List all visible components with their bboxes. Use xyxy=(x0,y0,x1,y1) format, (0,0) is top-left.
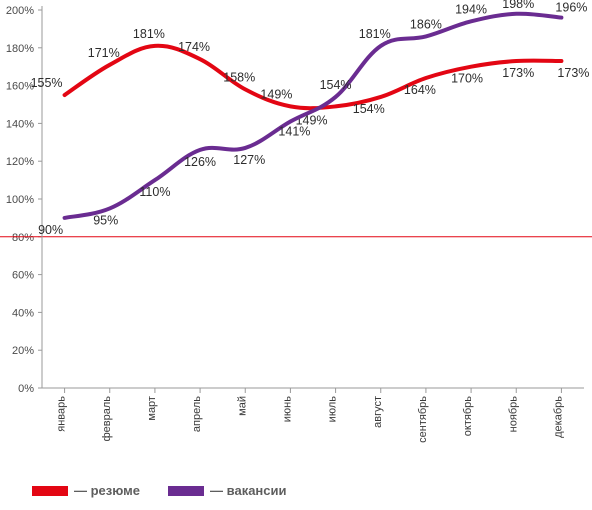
svg-text:194%: 194% xyxy=(455,2,487,16)
svg-text:сентябрь: сентябрь xyxy=(417,396,429,443)
svg-text:158%: 158% xyxy=(223,70,255,84)
svg-text:октябрь: октябрь xyxy=(462,396,474,436)
svg-text:154%: 154% xyxy=(320,78,352,92)
svg-text:173%: 173% xyxy=(502,66,534,80)
svg-text:100%: 100% xyxy=(6,194,34,206)
svg-text:141%: 141% xyxy=(278,125,310,139)
svg-text:154%: 154% xyxy=(353,102,385,116)
svg-text:164%: 164% xyxy=(404,83,436,97)
svg-text:110%: 110% xyxy=(139,185,170,199)
legend-item-vacancies: — вакансии xyxy=(168,483,286,498)
svg-text:180%: 180% xyxy=(6,43,34,55)
svg-text:174%: 174% xyxy=(178,40,210,54)
svg-text:80%: 80% xyxy=(12,232,34,244)
svg-text:126%: 126% xyxy=(184,155,216,169)
svg-text:0%: 0% xyxy=(18,383,34,395)
svg-text:декабрь: декабрь xyxy=(552,396,564,438)
svg-text:июнь: июнь xyxy=(281,396,293,422)
svg-text:ноябрь: ноябрь xyxy=(507,396,519,433)
svg-text:апрель: апрель xyxy=(191,396,203,432)
svg-text:август: август xyxy=(372,396,384,428)
svg-text:173%: 173% xyxy=(557,66,589,80)
legend-swatch-resume xyxy=(32,486,68,496)
svg-text:февраль: февраль xyxy=(101,396,113,442)
chart-svg: 0%20%40%60%80%100%120%140%160%180%200%ян… xyxy=(0,0,592,510)
svg-text:140%: 140% xyxy=(6,118,34,130)
legend-label-resume: — резюме xyxy=(74,483,140,498)
svg-text:90%: 90% xyxy=(38,223,63,237)
svg-text:196%: 196% xyxy=(555,1,587,15)
svg-text:120%: 120% xyxy=(6,156,34,168)
svg-text:127%: 127% xyxy=(233,153,265,167)
svg-text:20%: 20% xyxy=(12,345,34,357)
line-chart: 0%20%40%60%80%100%120%140%160%180%200%ян… xyxy=(0,0,592,510)
svg-text:40%: 40% xyxy=(12,307,34,319)
legend: — резюме — вакансии xyxy=(32,483,287,498)
legend-label-vacancies: — вакансии xyxy=(210,483,286,498)
svg-text:198%: 198% xyxy=(502,0,534,11)
svg-text:200%: 200% xyxy=(6,5,34,17)
svg-text:186%: 186% xyxy=(410,17,442,31)
svg-text:181%: 181% xyxy=(133,27,165,41)
svg-text:июль: июль xyxy=(327,396,339,423)
svg-text:март: март xyxy=(146,396,158,421)
svg-text:171%: 171% xyxy=(88,46,120,60)
svg-text:95%: 95% xyxy=(93,213,118,227)
svg-text:60%: 60% xyxy=(12,270,34,282)
svg-text:май: май xyxy=(236,396,248,416)
legend-swatch-vacancies xyxy=(168,486,204,496)
svg-text:149%: 149% xyxy=(260,87,292,101)
svg-text:181%: 181% xyxy=(359,27,391,41)
svg-text:170%: 170% xyxy=(451,72,483,86)
svg-text:январь: январь xyxy=(56,396,68,432)
svg-text:155%: 155% xyxy=(31,76,63,90)
legend-item-resume: — резюме xyxy=(32,483,140,498)
